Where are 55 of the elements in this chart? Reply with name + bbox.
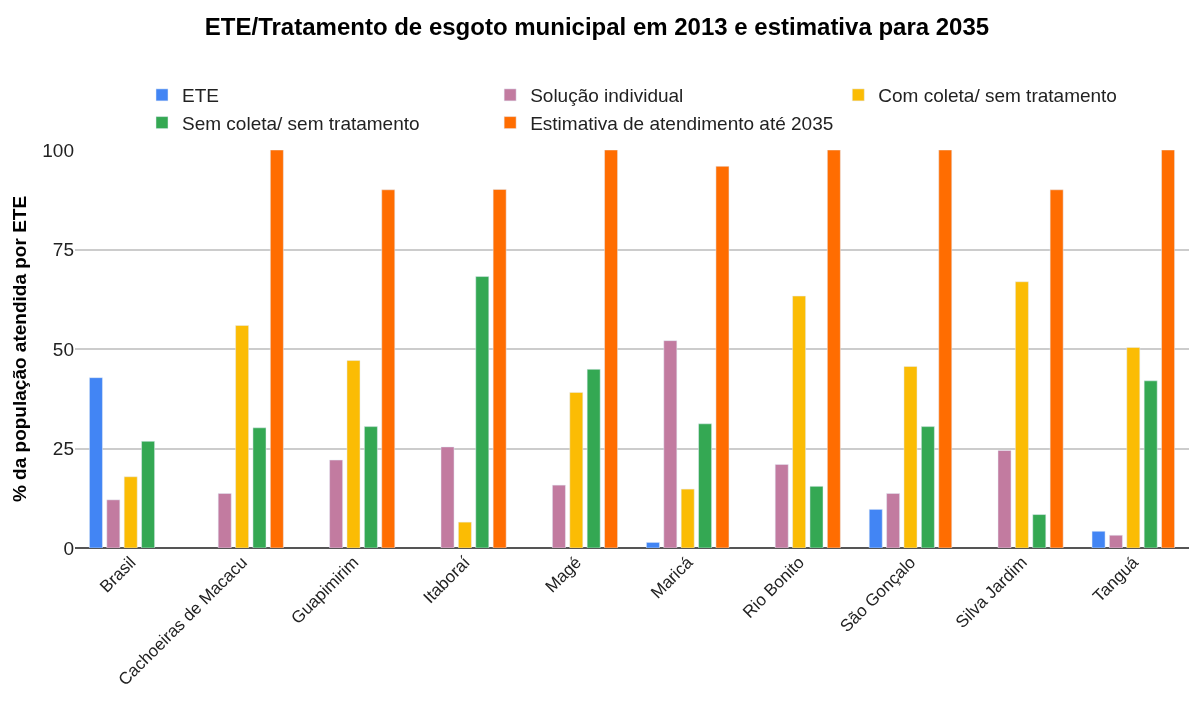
legend-label: ETE (182, 85, 219, 107)
bar (1032, 514, 1047, 548)
bar (715, 166, 730, 548)
bar (646, 542, 660, 548)
bar (381, 189, 396, 548)
bar (235, 325, 249, 548)
bar (868, 509, 883, 548)
legend-label: Sem coleta/ sem tratamento (182, 113, 420, 134)
bar (921, 426, 935, 548)
bar (123, 476, 138, 548)
bar (1161, 150, 1175, 548)
bar (252, 427, 267, 548)
y-tick-label: 100 (42, 139, 74, 161)
bar (886, 493, 900, 548)
bar (141, 441, 155, 548)
bar (809, 486, 824, 548)
bar (680, 488, 695, 548)
bar (663, 340, 678, 548)
bar (89, 377, 103, 548)
legend-label: Solução individual (530, 85, 684, 107)
bar (270, 150, 284, 548)
bar (938, 150, 953, 548)
bar (1109, 535, 1123, 548)
bar (329, 459, 343, 548)
bar (346, 360, 361, 548)
bar (997, 450, 1012, 548)
y-axis-title: % da população atendida por ETE (9, 195, 31, 503)
y-tick-label: 75 (52, 239, 74, 261)
bar (1126, 347, 1141, 548)
bar (552, 484, 566, 548)
bar (217, 493, 232, 548)
bar (903, 366, 918, 548)
bar (774, 464, 789, 548)
bar (1091, 531, 1106, 548)
bar (827, 150, 841, 548)
bar (440, 446, 455, 548)
bar (604, 150, 618, 548)
legend-label: Com coleta/ sem tratamento (878, 85, 1117, 107)
bar (475, 276, 490, 548)
chart-title: ETE/Tratamento de esgoto municipal em 2013 e estimativa para 2035 (204, 12, 990, 40)
bar (492, 189, 507, 548)
bar (1015, 281, 1029, 548)
bar (364, 426, 378, 548)
legend-label: Estimativa de atendimento até 2035 (530, 113, 834, 134)
bar (792, 295, 806, 548)
bar (1143, 380, 1158, 548)
bar (106, 499, 121, 548)
bar (1049, 189, 1064, 548)
y-tick-label: 25 (52, 438, 74, 460)
y-tick-label: 0 (63, 537, 74, 559)
bar (569, 392, 584, 548)
y-tick-label: 50 (52, 338, 74, 360)
bar (458, 521, 472, 548)
bar (586, 369, 601, 548)
bar (698, 423, 712, 548)
